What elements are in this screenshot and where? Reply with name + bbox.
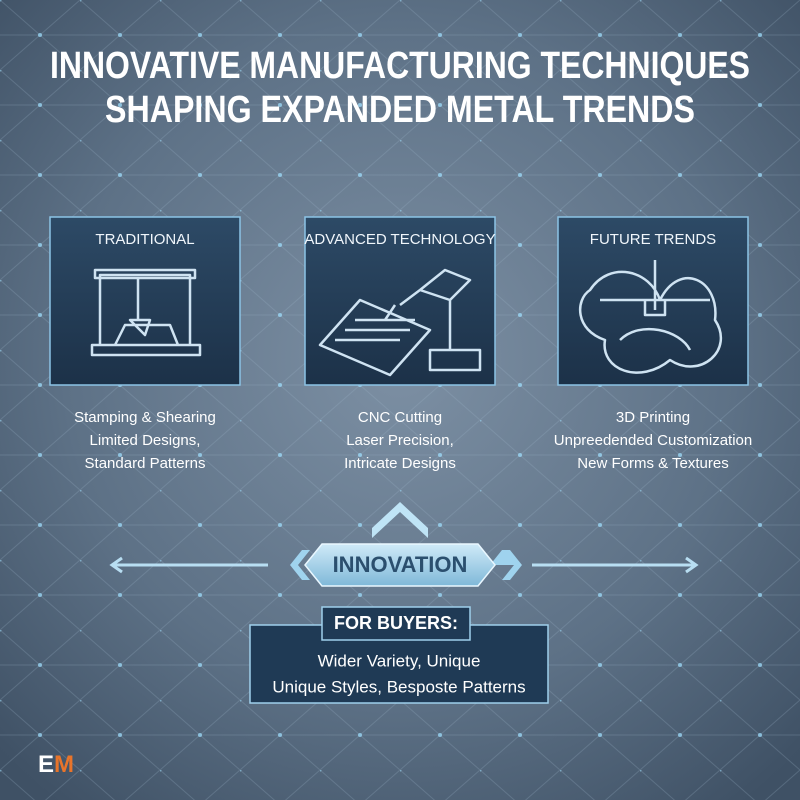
panel-text: Limited Designs, <box>90 432 201 449</box>
buyers-text: Wider Variety, Unique <box>318 651 481 670</box>
innovation-banner <box>304 543 496 587</box>
panel-label: TRADITIONAL <box>95 231 194 248</box>
robot-illustration <box>318 268 482 377</box>
title-line: SHAPING EXPANDED METAL TRENDS <box>105 89 695 131</box>
panel-text: CNC Cutting <box>358 409 442 426</box>
panel-text: Stamping & Shearing <box>74 409 216 426</box>
panel-text: Standard Patterns <box>85 455 206 472</box>
buyers-box <box>249 624 549 704</box>
panel-text: 3D Printing <box>616 409 690 426</box>
left-arrow <box>109 556 268 574</box>
buyers-text: Unique Styles, Besposte Patterns <box>272 677 525 696</box>
panel-text: Laser Precision, <box>346 432 454 449</box>
title-line: INNOVATIVE MANUFACTURING TECHNIQUES <box>50 45 750 87</box>
press-illustration <box>90 268 202 357</box>
panel-label: FUTURE TRENDS <box>590 231 716 248</box>
panel: TRADITIONAL <box>49 216 241 386</box>
up-arrow <box>372 502 428 538</box>
innovation-label: INNOVATION <box>333 552 468 577</box>
buyers-title-box <box>321 606 471 641</box>
buyers-title: FOR BUYERS: <box>334 613 458 633</box>
logo: EM <box>38 751 74 778</box>
logo-right: M <box>54 751 74 778</box>
printing-illustration <box>578 260 723 374</box>
panel: ADVANCED TECHNOLOGY <box>304 216 496 386</box>
panel-text: Intricate Designs <box>344 455 456 472</box>
panel-label: ADVANCED TECHNOLOGY <box>304 231 495 248</box>
panel: FUTURE TRENDS <box>557 216 749 386</box>
right-arrow <box>532 556 699 574</box>
panel-text: Unpreedended Customization <box>554 432 752 449</box>
logo-left: E <box>38 751 54 778</box>
panel-text: New Forms & Textures <box>577 455 728 472</box>
